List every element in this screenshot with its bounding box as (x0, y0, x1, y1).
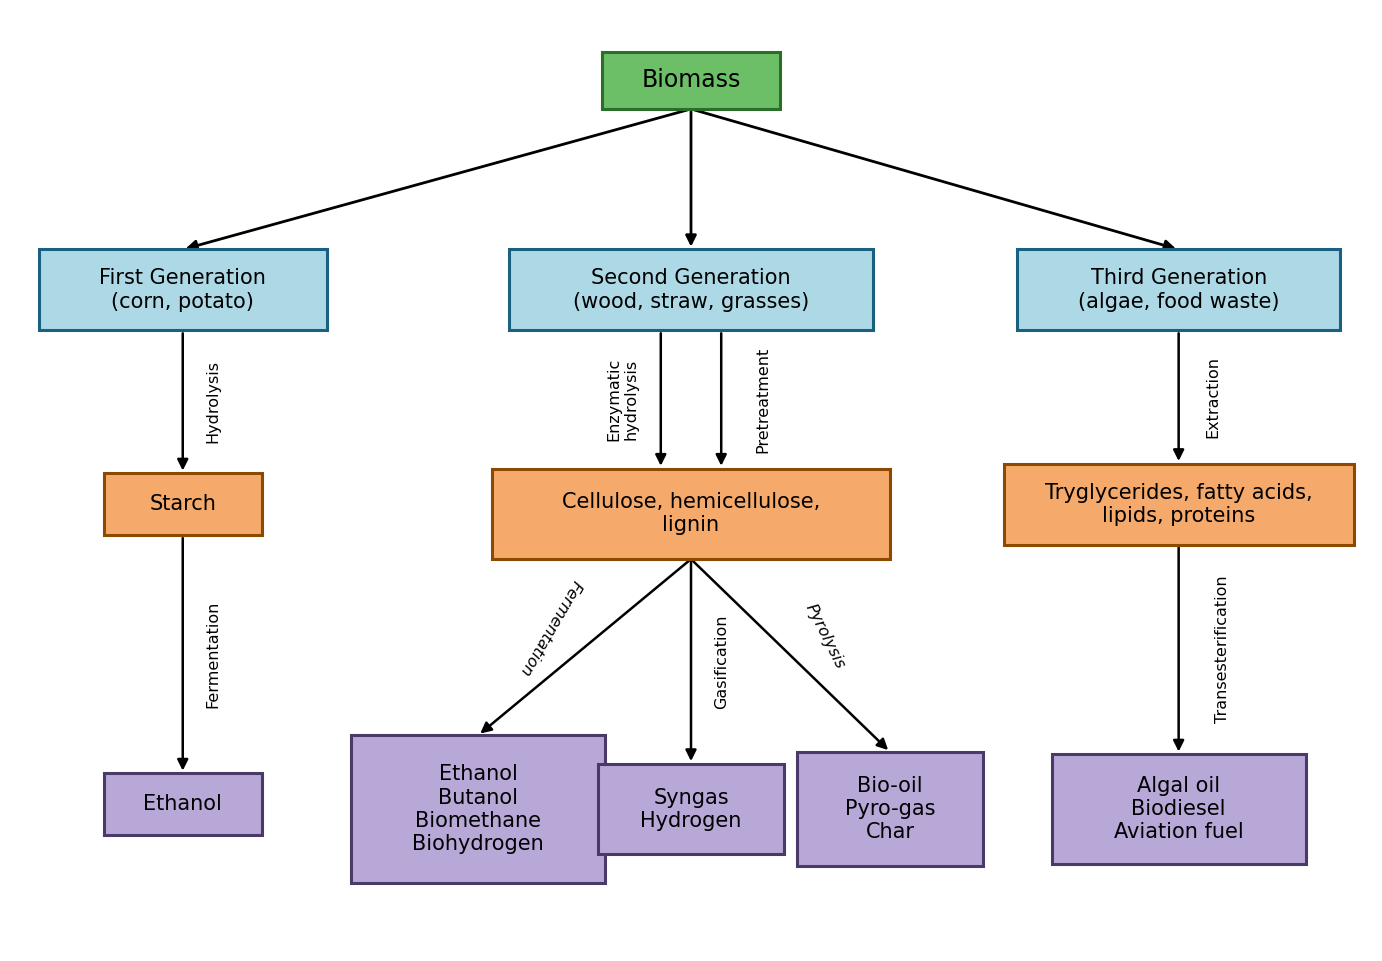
Text: Transesterification: Transesterification (1215, 576, 1230, 724)
Bar (492, 469, 890, 559)
Text: Cellulose, hemicellulose,
lignin: Cellulose, hemicellulose, lignin (562, 492, 820, 535)
Text: Extraction: Extraction (1205, 357, 1220, 438)
Text: First Generation
(corn, potato): First Generation (corn, potato) (100, 268, 267, 311)
Bar (104, 774, 261, 835)
Bar (509, 250, 873, 331)
Text: Syngas
Hydrogen: Syngas Hydrogen (640, 788, 742, 830)
Text: Hydrolysis: Hydrolysis (206, 360, 221, 443)
Text: Starch: Starch (149, 494, 216, 514)
Bar (601, 52, 781, 109)
Text: Ethanol: Ethanol (144, 795, 223, 814)
Text: Gasification: Gasification (713, 614, 728, 709)
Text: Fermentation: Fermentation (206, 601, 221, 708)
Bar (39, 250, 328, 331)
Text: Ethanol
Butanol
Biomethane
Biohydrogen: Ethanol Butanol Biomethane Biohydrogen (412, 764, 545, 854)
Bar (797, 752, 983, 866)
Text: Tryglycerides, fatty acids,
lipids, proteins: Tryglycerides, fatty acids, lipids, prot… (1045, 482, 1313, 526)
Text: Fermentation: Fermentation (517, 578, 583, 678)
Text: Pyrolysis: Pyrolysis (803, 602, 847, 672)
Text: Bio-oil
Pyro-gas
Char: Bio-oil Pyro-gas Char (844, 776, 936, 843)
Text: Enzymatic
hydrolysis: Enzymatic hydrolysis (607, 357, 638, 441)
Bar (1017, 250, 1341, 331)
Bar (104, 474, 261, 535)
Text: Pretreatment: Pretreatment (755, 346, 770, 453)
Text: Biomass: Biomass (641, 68, 741, 92)
Text: Third Generation
(algae, food waste): Third Generation (algae, food waste) (1078, 268, 1280, 311)
Bar (351, 735, 605, 883)
Text: Algal oil
Biodiesel
Aviation fuel: Algal oil Biodiesel Aviation fuel (1114, 776, 1244, 843)
Bar (598, 764, 784, 854)
Bar (1052, 754, 1306, 864)
Bar (1003, 464, 1354, 545)
Text: Second Generation
(wood, straw, grasses): Second Generation (wood, straw, grasses) (574, 268, 808, 311)
